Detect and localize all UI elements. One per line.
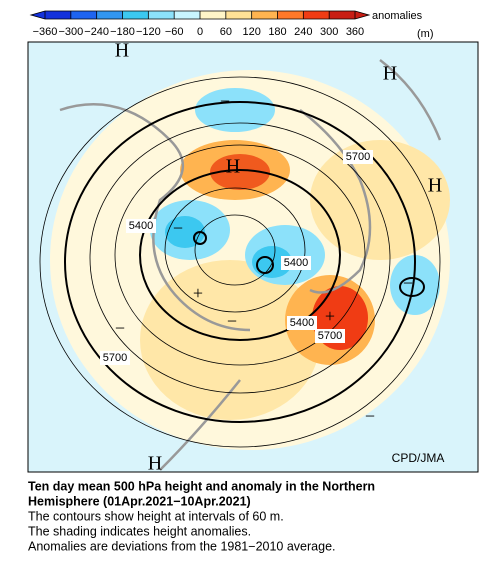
- colorbar-segment: [122, 11, 149, 19]
- contour-label-box: [343, 150, 373, 164]
- colorbar-tick-label: −240: [84, 26, 109, 38]
- colorbar-tick-label: 300: [320, 26, 338, 38]
- colorbar-segment: [303, 11, 330, 19]
- colorbar-segment: [251, 11, 278, 19]
- anomaly-sign: −: [365, 406, 375, 426]
- caption-note: Anomalies are deviations from the 1981−2…: [28, 539, 336, 553]
- high-marker: H: [428, 175, 442, 197]
- contour-label-box: [315, 329, 345, 343]
- colorbar-segment: [225, 11, 252, 19]
- high-marker: H: [115, 40, 129, 62]
- anomaly-sign: +: [193, 283, 203, 303]
- contour-label-box: [281, 256, 311, 270]
- colorbar-tick-label: 180: [268, 26, 286, 38]
- map: [28, 42, 478, 472]
- contour-label: 5400: [290, 317, 314, 329]
- colorbar-segment: [45, 11, 71, 19]
- coastline: [299, 109, 372, 294]
- caption-note: The shading indicates height anomalies.: [28, 524, 251, 538]
- contour: [64, 101, 416, 423]
- anomaly-area: [195, 88, 275, 132]
- credit: CPD/JMA: [392, 451, 445, 465]
- contour: [399, 277, 425, 297]
- coastline: [159, 379, 241, 471]
- colorbar-unit: (m): [417, 28, 434, 40]
- colorbar-tick-label: 0: [197, 26, 203, 38]
- contour: [139, 169, 341, 341]
- colorbar-tick-label: 360: [346, 26, 364, 38]
- contour: [89, 122, 391, 394]
- contour: [194, 214, 276, 286]
- contour-label: 5700: [346, 151, 370, 163]
- anomaly-area: [210, 154, 270, 190]
- colorbar-segment: [329, 11, 355, 19]
- colorbar-tick-label: −360: [33, 26, 58, 38]
- colorbar-tick-label: 240: [294, 26, 312, 38]
- anomaly-sign: −: [220, 91, 230, 111]
- high-marker: H: [383, 63, 397, 85]
- contour: [193, 231, 207, 245]
- anomaly-sign: −: [173, 218, 183, 238]
- contours: [39, 76, 441, 448]
- map-frame: [27, 41, 479, 473]
- colorbar-segment: [174, 11, 200, 19]
- colorbar-segment: [200, 11, 226, 19]
- anomaly-area: [390, 255, 440, 315]
- anomaly-sign: −: [227, 311, 237, 331]
- contour-label: 5400: [129, 220, 153, 232]
- anomaly-area: [310, 140, 450, 260]
- colorbar-tick-label: 120: [242, 26, 260, 38]
- coastline: [379, 59, 442, 141]
- caption-note: The contours show height at intervals of…: [28, 509, 284, 523]
- coastlines: [59, 59, 442, 471]
- colorbar-label: anomalies: [372, 10, 423, 22]
- anomaly-sign: −: [403, 273, 413, 293]
- contour-label: 5700: [318, 330, 342, 342]
- contour-label-box: [287, 316, 317, 330]
- high-marker: H: [148, 453, 162, 475]
- contour: [164, 187, 306, 313]
- colorbar-end: [355, 11, 369, 19]
- colorbar-tick-label: −60: [165, 26, 184, 38]
- contour: [39, 76, 441, 448]
- caption-title: Ten day mean 500 hPa height and anomaly …: [28, 479, 375, 493]
- colorbar-tick-label: −300: [58, 26, 83, 38]
- colorbar-segment: [70, 11, 97, 19]
- anomaly-sign: −: [115, 318, 125, 338]
- contour-label-box: [100, 351, 130, 365]
- high-marker: H: [226, 156, 240, 178]
- colorbar-segment: [96, 11, 123, 19]
- contour: [256, 256, 274, 274]
- colorbar-end: [31, 11, 45, 19]
- colorbar-tick-label: −180: [110, 26, 135, 38]
- coastline: [59, 103, 251, 332]
- colorbar-tick-label: −120: [136, 26, 161, 38]
- contour: [114, 144, 366, 366]
- colorbar-tick-label: 60: [220, 26, 232, 38]
- contour-label: 5400: [284, 257, 308, 269]
- contour-label-box: [126, 219, 156, 233]
- colorbar-segment: [277, 11, 304, 19]
- anomaly-sign: +: [325, 306, 335, 326]
- caption-title: Hemisphere (01Apr.2021−10Apr.2021): [28, 494, 251, 508]
- contour-label: 5700: [103, 352, 127, 364]
- colorbar-segment: [148, 11, 175, 19]
